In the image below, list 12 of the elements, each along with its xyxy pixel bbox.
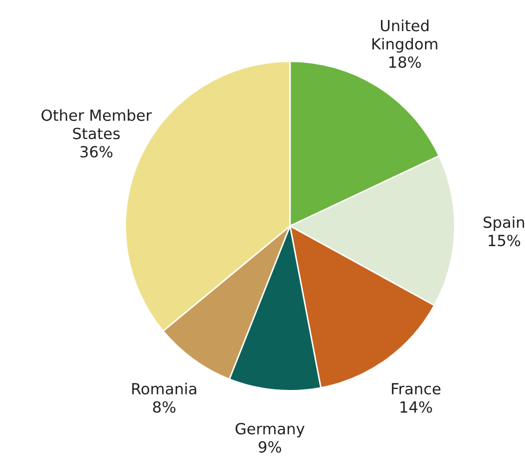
slice-label: Romania (132, 382, 196, 395)
slice-label: United Kingdom (372, 20, 438, 53)
slice-label: Other Member States (42, 109, 152, 140)
data-label: 9% (258, 441, 282, 453)
data-label: 14% (400, 401, 432, 413)
data-label: 15% (488, 234, 520, 246)
slice-label: France (392, 383, 440, 395)
data-label: 18% (389, 56, 421, 68)
data-label: 8% (153, 401, 176, 413)
data-label: 36% (80, 146, 112, 158)
slice-label: Germany (236, 422, 305, 438)
slice-label: Spain (484, 216, 524, 231)
